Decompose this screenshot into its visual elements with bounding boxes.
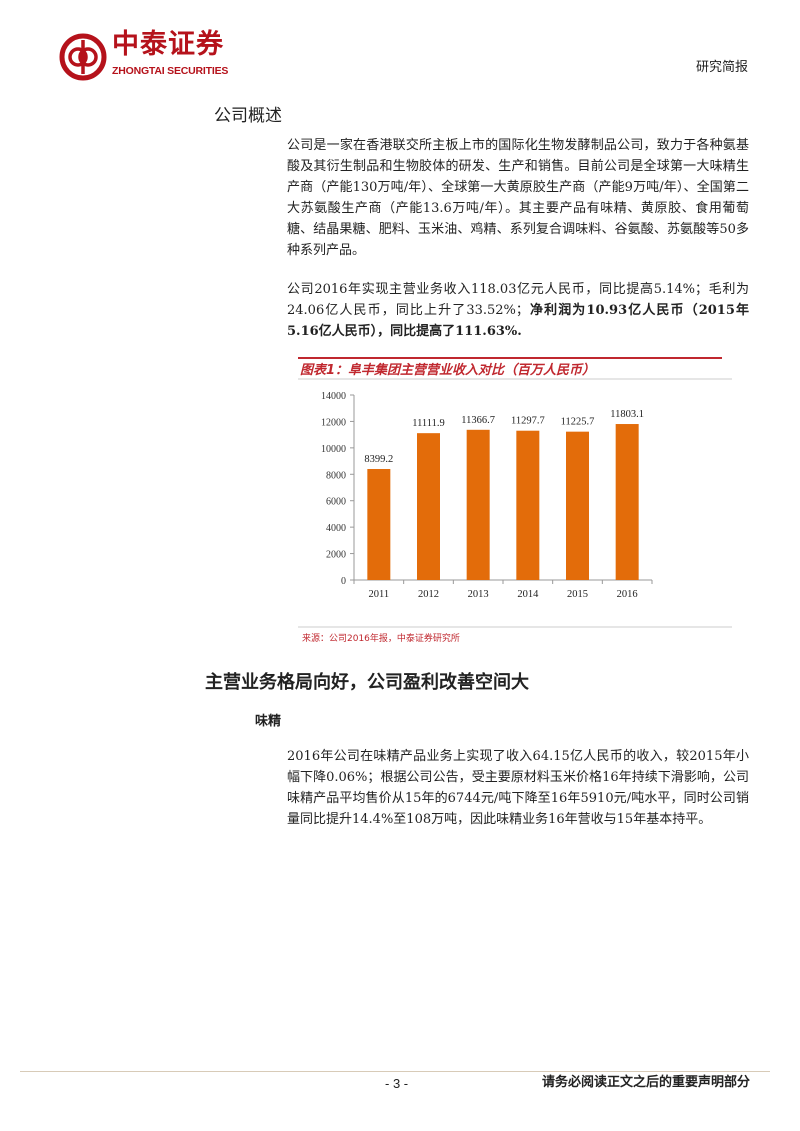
y-tick-label: 14000	[321, 391, 346, 402]
document-type: 研究简报	[695, 60, 748, 75]
overview-paragraph: 公司是一家在香港联交所主板上市的国际化生物发酵制品公司，致力于各种氨基酸及其衍生…	[287, 138, 749, 258]
section-title-overview: 公司概述	[214, 106, 282, 126]
bar-2014	[516, 430, 540, 580]
page-number: - 3 -	[385, 1076, 409, 1091]
data-label: 11297.7	[511, 416, 545, 427]
y-tick-label: 12000	[321, 417, 346, 428]
logo-subtext: ZHONGTAI SECURITIES	[112, 65, 229, 77]
bar-2013	[466, 429, 490, 580]
y-tick-label: 0	[341, 576, 346, 587]
net-profit-text: 净利润为10.93亿人民币（2015年5.16亿人民币），同比提高了111.63…	[287, 303, 750, 339]
x-tick-label: 2014	[517, 589, 539, 600]
revenue-bar-chart: 图表1：阜丰集团主营营业收入对比（百万人民币） 0 2000 4000 6000 800…	[298, 357, 732, 644]
x-tick-label: 2011	[369, 589, 390, 600]
y-tick-label: 2000	[326, 550, 346, 561]
chart-title: 图表1：阜丰集团主营营业收入对比（百万人民币）	[300, 362, 595, 378]
x-tick-label: 2012	[418, 589, 439, 600]
subsection-title-msg: 味精	[255, 714, 282, 729]
logo-text: 中泰证券	[112, 29, 224, 60]
data-label: 11803.1	[610, 409, 644, 420]
data-label: 11111.9	[412, 418, 445, 429]
bar-2012	[417, 433, 440, 580]
bar-2016	[615, 424, 639, 580]
x-tick-label: 2013	[468, 589, 489, 600]
bar-2015	[566, 431, 589, 580]
zhongtai-logo-icon	[59, 33, 107, 81]
msg-paragraph: 2016年公司在味精产品业务上实现了收入64.15亿人民币的收入，较2015年小…	[287, 749, 749, 827]
chart-source: 来源：公司2016年报，中泰证券研究所	[302, 632, 460, 644]
data-label: 11225.7	[561, 417, 595, 428]
x-tick-label: 2015	[567, 589, 588, 600]
y-tick-label: 6000	[326, 497, 346, 508]
financial-paragraph: 公司2016年实现主营业务收入118.03亿元人民币，同比提高5.14%；毛利为…	[287, 279, 749, 342]
y-tick-label: 4000	[326, 523, 346, 534]
y-tick-label: 8000	[326, 470, 346, 481]
footer-disclaimer: 请务必阅读正文之后的重要声明部分	[541, 1075, 750, 1090]
data-label: 8399.2	[364, 454, 393, 465]
bar-2011	[367, 469, 391, 580]
section-title-business: 主营业务格局向好，公司盈利改善空间大	[205, 672, 529, 693]
financial-text: 公司2016年实现主营业务收入118.03亿元人民币，同比提高5.14%；毛利为…	[287, 282, 749, 318]
x-tick-label: 2016	[617, 589, 638, 600]
data-label: 11366.7	[461, 415, 495, 426]
y-tick-label: 10000	[321, 444, 346, 455]
footer-rule	[20, 1071, 770, 1072]
